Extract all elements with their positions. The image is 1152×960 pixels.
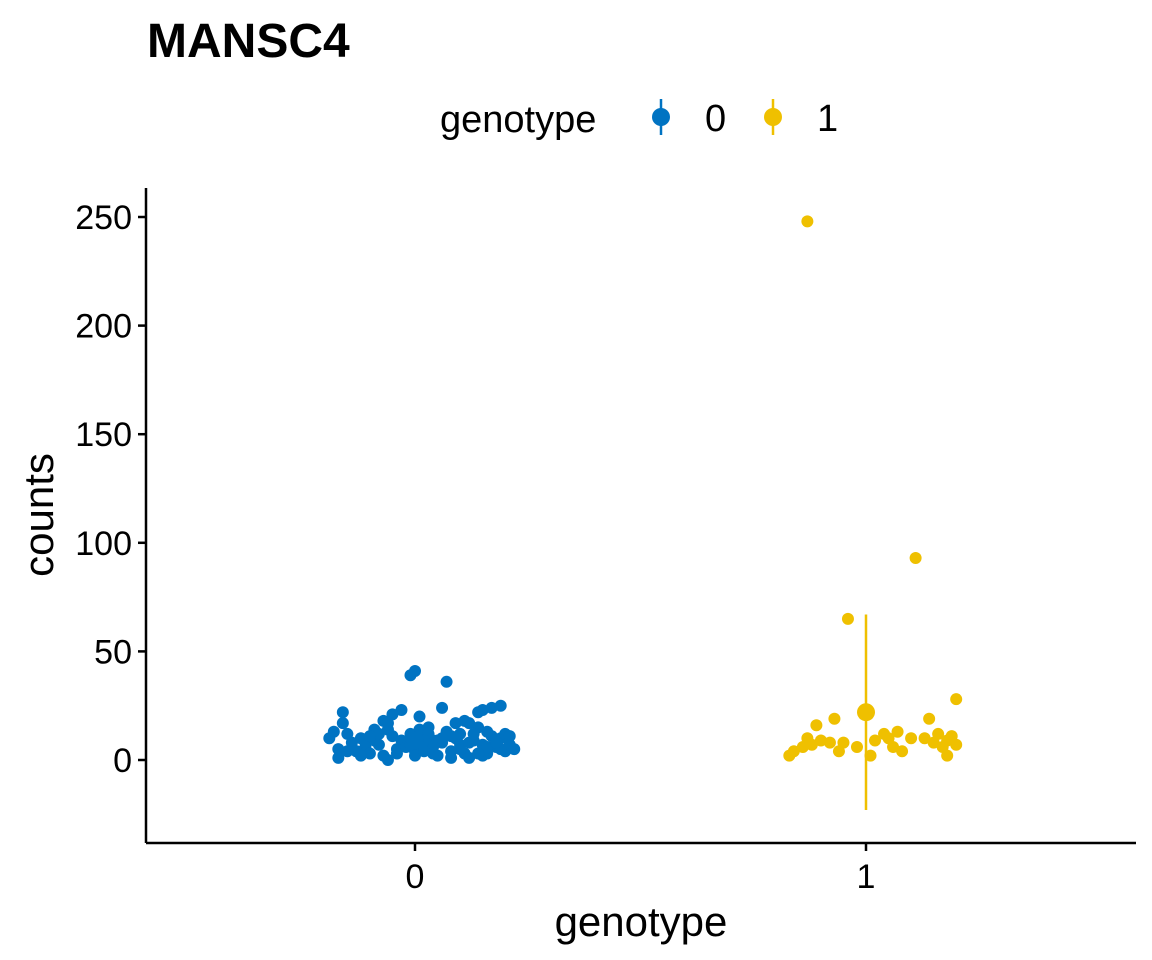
x-tick-label: 0 [406,858,425,896]
y-axis-title: counts [15,453,62,577]
y-tick-label: 50 [94,633,132,671]
data-point-genotype-1 [932,727,945,740]
data-point-genotype-0 [332,743,345,756]
y-tick-label: 150 [75,416,132,454]
data-point-genotype-1 [810,719,823,732]
data-point-genotype-1 [805,738,818,751]
data-point-genotype-0 [436,701,449,714]
legend-title: genotype [440,99,596,141]
data-point-genotype-1 [905,732,918,745]
data-point-genotype-1 [941,749,954,762]
data-point-genotype-1 [850,740,863,753]
data-point-genotype-0 [409,749,421,762]
data-point-genotype-1 [896,745,909,758]
data-point-genotype-1 [801,215,814,228]
data-point-genotype-0 [503,730,516,743]
data-point-genotype-0 [490,736,503,749]
data-point-genotype-0 [409,664,421,677]
data-point-genotype-0 [336,717,349,730]
data-point-genotype-0 [445,745,458,758]
data-point-genotype-0 [372,727,385,740]
y-tick-label: 100 [75,525,132,563]
y-tick-label: 0 [113,742,132,780]
data-point-genotype-0 [418,745,431,758]
data-point-genotype-0 [472,747,485,760]
data-point-genotype-0 [363,747,376,760]
data-point-genotype-0 [381,754,394,766]
data-point-genotype-1 [869,734,882,747]
x-tick-label: 1 [857,858,876,896]
data-point-genotype-0 [467,727,480,740]
y-tick-label: 250 [75,199,132,237]
data-point-genotype-0 [372,738,385,751]
data-point-genotype-0 [445,730,458,743]
data-point-genotype-0 [463,717,476,730]
data-point-genotype-0 [363,730,376,743]
legend: genotype 0 1 [440,98,838,141]
data-point-genotype-1 [923,712,936,725]
data-point-genotype-0 [427,747,440,760]
legend-label-1: 1 [817,98,838,140]
chart-title: MANSC4 [147,15,350,68]
data-point-genotype-1 [950,693,963,706]
data-point-genotype-0 [354,749,367,762]
data-point-genotype-0 [485,701,498,714]
data-point-genotype-0 [508,743,521,756]
data-point-genotype-1 [828,712,841,725]
data-point-genotype-0 [386,708,399,721]
data-point-genotype-1 [891,725,904,738]
data-point-genotype-0 [440,675,453,688]
legend-key-point-0 [652,108,670,126]
data-point-genotype-0 [390,747,403,760]
data-point-genotype-1 [950,738,963,751]
legend-key-point-1 [764,108,782,126]
data-point-genotype-1 [814,734,827,747]
data-point-genotype-1 [841,612,854,625]
data-point-genotype-0 [436,732,449,745]
data-point-genotype-0 [494,699,507,712]
legend-label-0: 0 [705,98,726,140]
data-point-genotype-0 [327,725,340,738]
data-point-genotype-1 [909,552,922,565]
data-point-genotype-0 [381,723,394,736]
data-point-genotype-0 [449,717,462,730]
data-point-genotype-1 [918,732,931,745]
data-point-genotype-1 [887,740,900,753]
summary-mean-genotype-1 [857,703,875,722]
data-point-genotype-1 [837,736,850,749]
data-point-genotype-0 [476,704,489,717]
data-point-genotype-0 [454,743,467,756]
data-point-genotype-0 [454,727,467,740]
data-point-genotype-0 [481,740,494,753]
x-axis-title: genotype [555,898,728,945]
data-point-genotype-0 [463,751,476,764]
data-point-genotype-1 [823,736,836,749]
data-point-genotype-0 [341,745,354,758]
data-point-genotype-0 [332,751,345,764]
data-point-genotype-1 [864,749,877,762]
y-tick-label: 200 [75,308,132,346]
data-point-genotype-0 [336,706,349,719]
data-point-genotype-0 [395,704,408,717]
data-point-genotype-1 [787,745,800,758]
summary-mean-genotype-0 [406,731,424,750]
data-point-genotype-0 [481,725,494,738]
data-point-genotype-0 [413,710,426,723]
